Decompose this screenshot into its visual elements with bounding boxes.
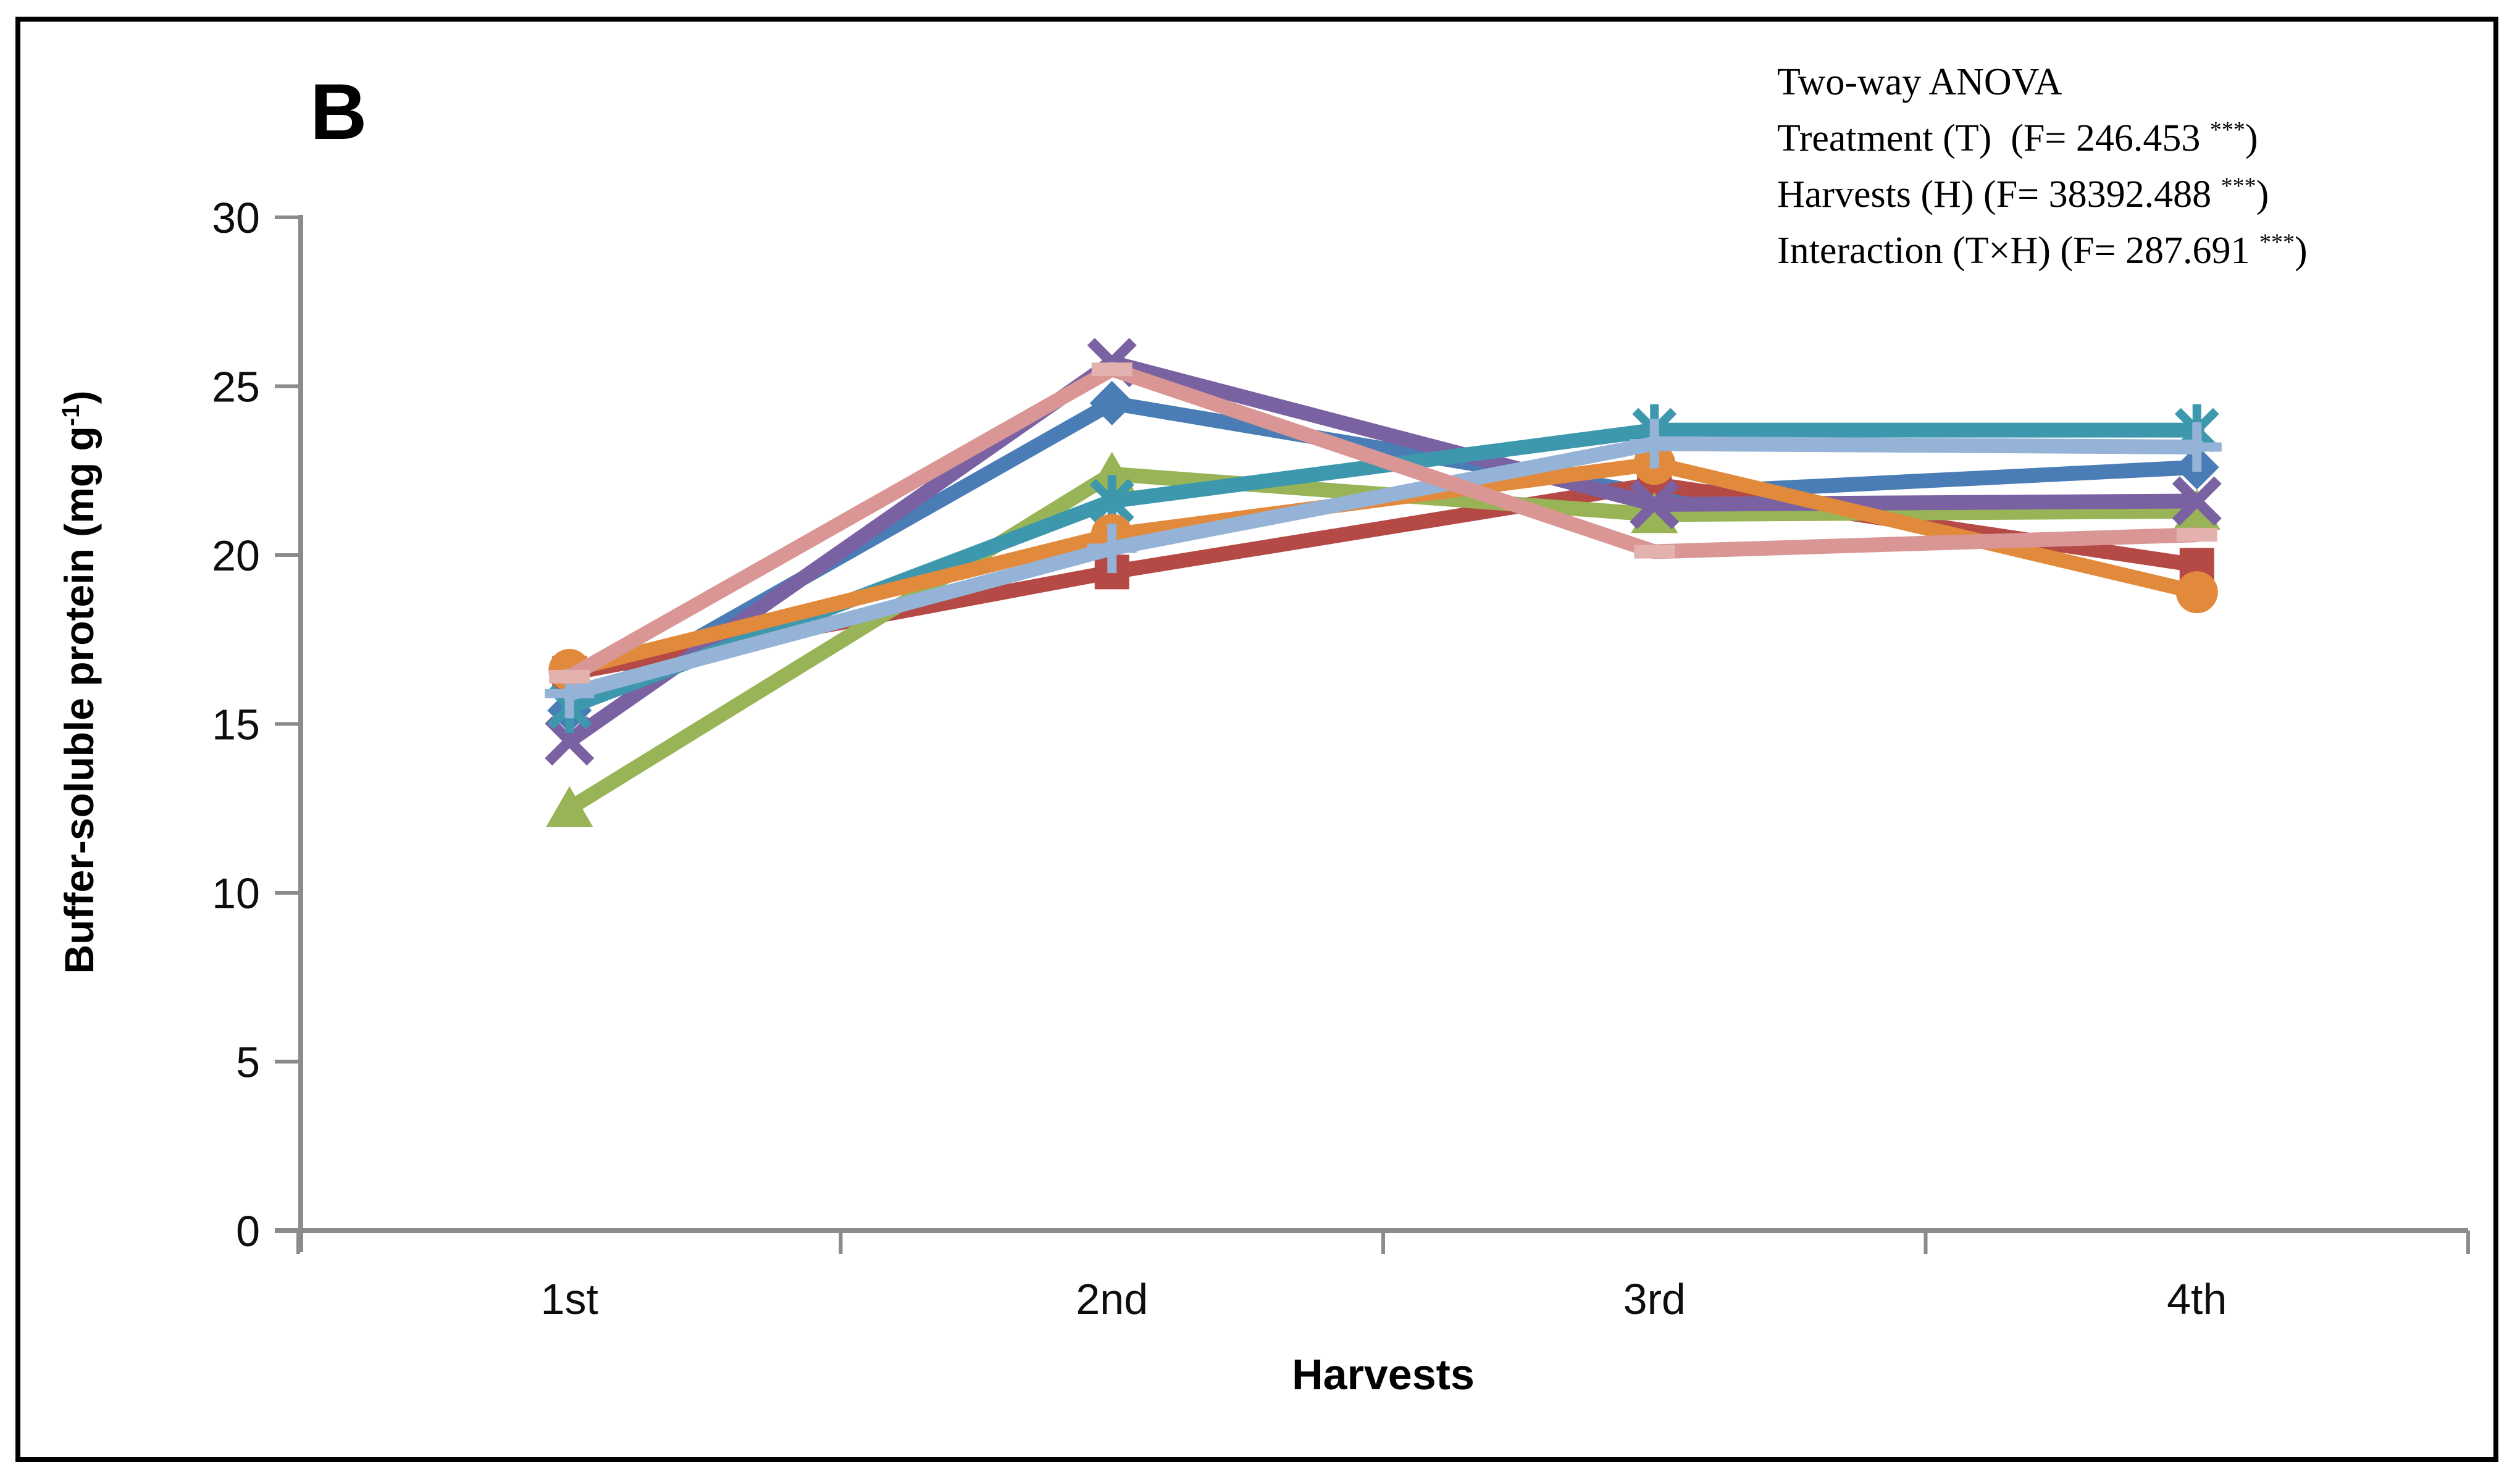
x-category-label: 4th [2167,1275,2227,1323]
marker-teal-asterisk [1089,479,1134,524]
marker-purple-x [2172,476,2222,526]
anova-annotation: Two-way ANOVA Treatment (T) (F= 246.453 … [1777,54,2308,279]
y-tick-label: 25 [212,363,260,411]
marker-green-triangle [1088,451,1136,493]
y-tick-label: 0 [236,1207,260,1255]
marker-pink-dash [1634,545,1675,559]
marker-pink-dash [2176,528,2217,542]
anova-treatment-stars: *** [2209,117,2245,143]
marker-pink-dash [549,669,590,684]
x-category-label: 2nd [1076,1275,1148,1323]
figure-border [15,17,2498,1462]
anova-treatment-text: Treatment (T) (F= 246.453 [1777,117,2210,159]
marker-green-triangle [546,786,593,827]
y-tick-label: 20 [212,532,260,580]
marker-blue-diamond [1089,380,1134,425]
y-tick-label: 15 [212,701,260,749]
anova-interaction-stars: *** [2259,229,2295,256]
anova-row-harvests: Harvests (H) (F= 38392.488 ***) [1777,167,2308,223]
marker-purple-x [1630,479,1680,529]
x-axis-title: Harvests [1292,1350,1475,1399]
anova-harvests-text: Harvests (H) (F= 38392.488 [1777,174,2221,215]
x-category-label: 3rd [1623,1275,1686,1323]
anova-harvests-stars: *** [2221,173,2256,199]
y-tick-label: 30 [212,194,260,242]
x-category-label: 1st [541,1275,598,1323]
anova-title: Two-way ANOVA [1777,61,2062,103]
line-pink-dash [562,362,2204,684]
anova-row-interaction: Interaction (T×H) (F= 287.691 ***) [1777,223,2308,279]
line-purple-x [562,355,2204,748]
anova-harvests-close: ) [2256,174,2269,215]
line-light-blue-plus [562,436,2204,701]
panel-label: B [310,68,367,156]
y-tick-label: 5 [236,1039,260,1087]
anova-interaction-close: ) [2295,230,2308,272]
y-tick-label: 10 [212,869,260,918]
anova-interaction-text: Interaction (T×H) (F= 287.691 [1777,230,2260,272]
anova-treatment-close: ) [2245,117,2258,159]
anova-row-treatment: Treatment (T) (F= 246.453 ***) [1777,111,2308,167]
marker-pink-dash [1091,362,1132,377]
marker-orange-circle [2175,571,2218,614]
